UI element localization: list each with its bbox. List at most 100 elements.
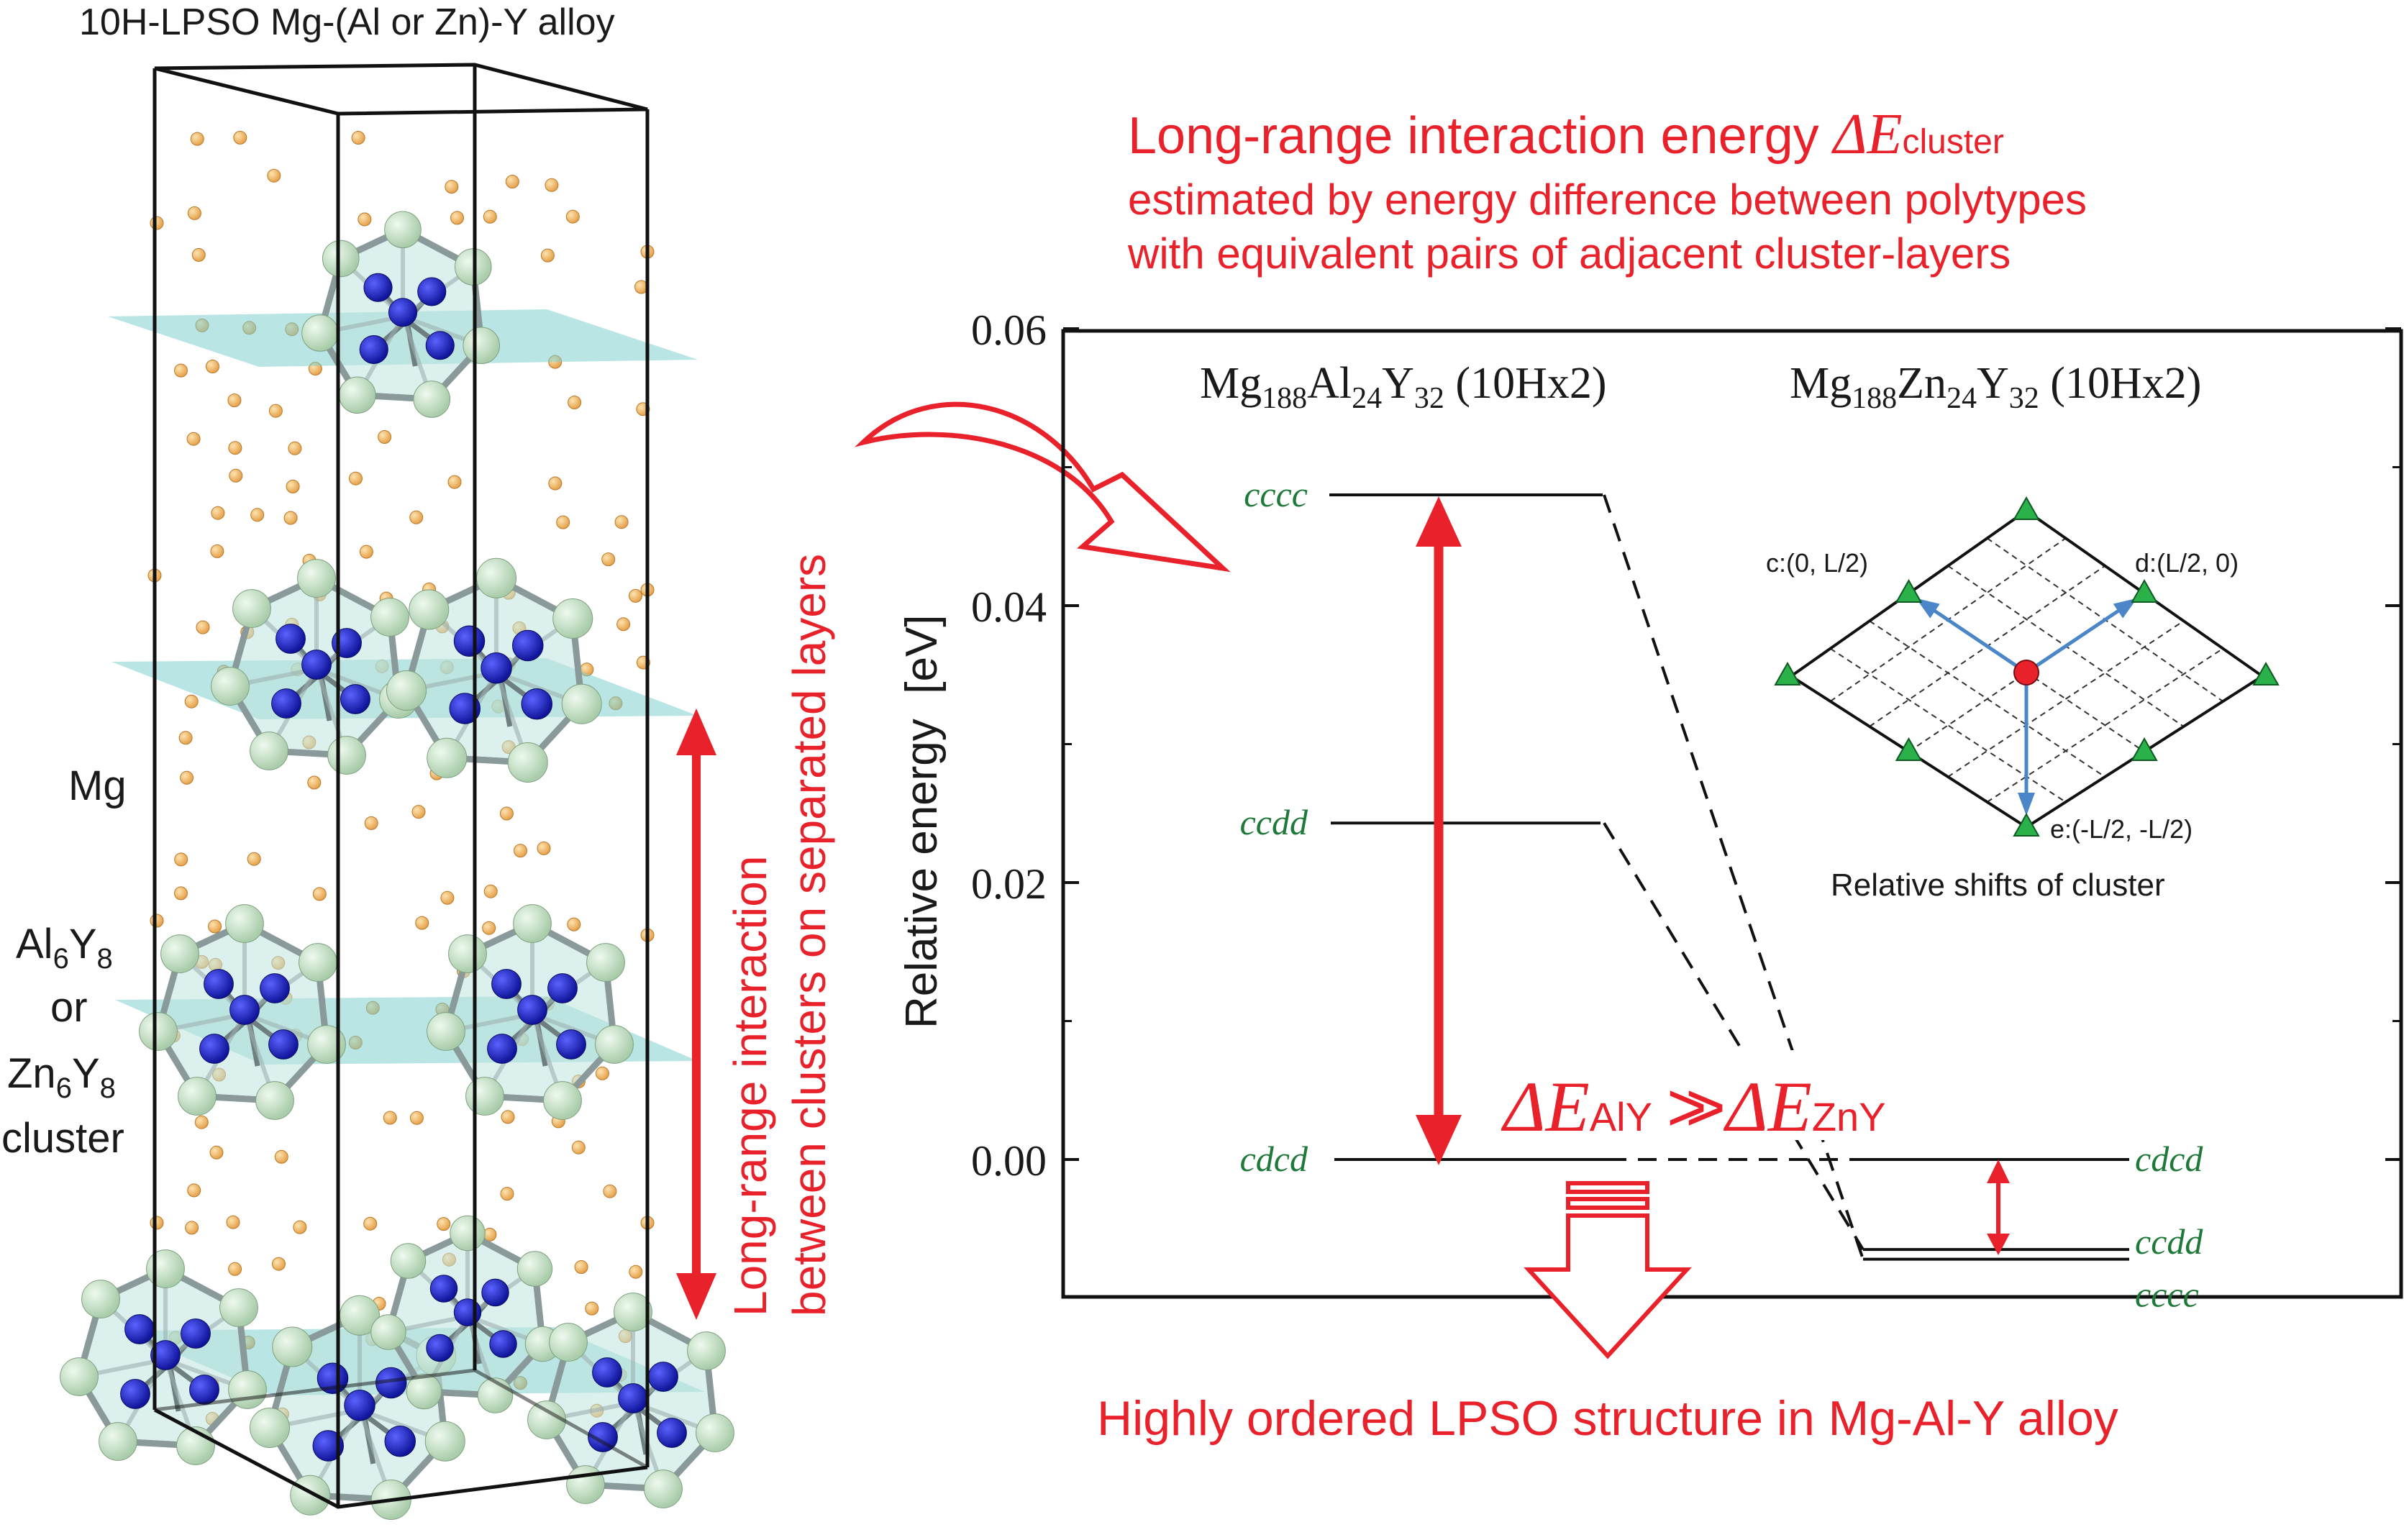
mg-atom xyxy=(283,511,298,525)
connector-ccdd xyxy=(1603,822,1865,1251)
cluster-layer-4-a xyxy=(60,1249,267,1465)
mg-atom xyxy=(585,1301,599,1316)
mg-atom xyxy=(211,506,225,520)
mg-atom xyxy=(378,430,392,444)
mg-atom xyxy=(307,775,322,790)
mg-atom xyxy=(501,1110,515,1124)
clusters xyxy=(60,211,734,1520)
mg-atom xyxy=(567,917,581,931)
mg-atom xyxy=(409,1111,424,1125)
cluster-planes xyxy=(108,309,705,1395)
inset-label-d: d:(L/2, 0) xyxy=(2135,548,2239,578)
mg-atom xyxy=(150,913,164,928)
level-label-right-ccdd: ccdd xyxy=(2135,1221,2203,1262)
mg-atom xyxy=(174,886,188,901)
mg-atom xyxy=(206,360,219,373)
mg-atom xyxy=(409,510,424,524)
mg-atom xyxy=(185,1221,199,1235)
y-tick-label: 0.02 xyxy=(971,860,1047,908)
mg-atom xyxy=(233,130,247,145)
unit-cell-box xyxy=(152,63,650,1509)
mg-atom xyxy=(629,588,642,603)
conclusion-text: Highly ordered LPSO structure in Mg-Al-Y… xyxy=(1097,1391,2118,1446)
curved-pointer-arrow xyxy=(854,401,1231,573)
inset-marker xyxy=(2131,737,2158,761)
header-line3: with equivalent pairs of adjacent cluste… xyxy=(1127,229,2011,278)
mg-atom xyxy=(208,919,222,934)
mg-atom xyxy=(447,475,462,489)
chart-frame xyxy=(1061,329,2403,1299)
mg-atom xyxy=(351,131,365,145)
svg-text:Al6Y8: Al6Y8 xyxy=(16,921,113,975)
cluster-layer-4-d xyxy=(527,1293,734,1508)
mg-atom xyxy=(178,731,193,745)
inset-marker xyxy=(1895,737,1923,761)
inset-marker-d xyxy=(2131,578,2158,603)
interaction-label: Long-range interaction between clusters … xyxy=(724,554,835,1316)
svg-text:Zn6Y8: Zn6Y8 xyxy=(7,1050,116,1104)
series-title-mgaly: Mg188Al24Y32 (10Hx2) xyxy=(1200,359,1607,415)
level-label-left-cdcd: cdcd xyxy=(1240,1139,1308,1179)
cluster-layer-1 xyxy=(301,211,501,418)
mg-atom xyxy=(445,180,459,194)
mg-atom xyxy=(226,1215,240,1229)
mg-atom xyxy=(184,694,199,709)
mg-atom xyxy=(187,206,201,220)
mg-atom xyxy=(363,1216,378,1231)
mg-atom xyxy=(229,468,243,483)
inset-marker-c xyxy=(1895,578,1923,603)
mg-atom xyxy=(437,1217,451,1231)
mg-atom xyxy=(288,441,302,455)
mg-atom xyxy=(186,432,201,446)
delta-znY-arrow xyxy=(1987,1159,2010,1255)
mg-atom xyxy=(537,841,551,855)
mg-atom xyxy=(505,175,519,188)
mg-atom xyxy=(616,617,631,632)
inset-grid xyxy=(1774,496,2280,837)
level-label-right-cdcd: cdcd xyxy=(2135,1139,2203,1179)
mg-atom xyxy=(272,1257,286,1271)
inset-marker xyxy=(1774,661,1801,685)
interaction-double-arrow xyxy=(676,709,716,1320)
y-tick-label: 0.00 xyxy=(971,1137,1047,1185)
mg-atom xyxy=(383,1111,397,1125)
y-axis-label: Relative energy [eV] xyxy=(897,614,947,1029)
mg-atom xyxy=(574,1260,588,1274)
mg-atom xyxy=(482,921,496,935)
mg-atom xyxy=(227,393,242,408)
mg-atom xyxy=(210,544,224,558)
level-label-right-cccc: cccc xyxy=(2135,1275,2199,1315)
series-title-mgzny: Mg188Zn24Y32 (10Hx2) xyxy=(1790,359,2201,415)
inset-arrow-c xyxy=(1918,598,2028,675)
inset-relative-shifts: c:(0, L/2) d:(L/2, 0) e:(-L/2, -L/2) Rel… xyxy=(1766,496,2280,903)
svg-text:or: or xyxy=(50,984,88,1031)
mg-atom xyxy=(150,216,164,230)
level-label-left-cccc: cccc xyxy=(1244,474,1308,514)
mg-atom xyxy=(228,441,242,455)
mg-atom xyxy=(196,620,210,634)
cluster-layer-4-c xyxy=(370,1215,561,1413)
mg-atom xyxy=(268,404,283,418)
delta-comparison: ΔEAlY >> ΔEZnY xyxy=(1496,1050,2100,1147)
cluster-layer-2-left xyxy=(211,559,418,775)
y-tick-label: 0.06 xyxy=(971,306,1047,354)
label-mg: Mg xyxy=(68,762,127,809)
mg-atom xyxy=(440,890,455,905)
svg-text:Long-range interaction: Long-range interaction xyxy=(724,856,776,1316)
mg-atom xyxy=(514,844,527,858)
mg-atom xyxy=(571,1140,586,1154)
energy-levels: cccc ccdd cdcd cdcd ccdd cccc xyxy=(1240,474,2204,1315)
header: Long-range interaction energy ΔEcluster … xyxy=(1127,103,2087,278)
cluster-layer-3-left xyxy=(139,904,346,1120)
mg-atom xyxy=(190,132,204,146)
mg-atom xyxy=(540,248,555,263)
mg-atom xyxy=(500,1187,514,1201)
mg-atom xyxy=(187,1183,201,1198)
mg-atom xyxy=(180,770,194,785)
crystal-structure-panel: 10H-LPSO Mg-(Al or Zn)-Y alloy Mg Al6Y8 … xyxy=(1,1,835,1520)
mg-atom xyxy=(614,515,629,529)
mg-atom xyxy=(601,552,616,567)
inset-arrow-d xyxy=(2025,598,2135,675)
inset-center-marker xyxy=(2013,660,2039,685)
